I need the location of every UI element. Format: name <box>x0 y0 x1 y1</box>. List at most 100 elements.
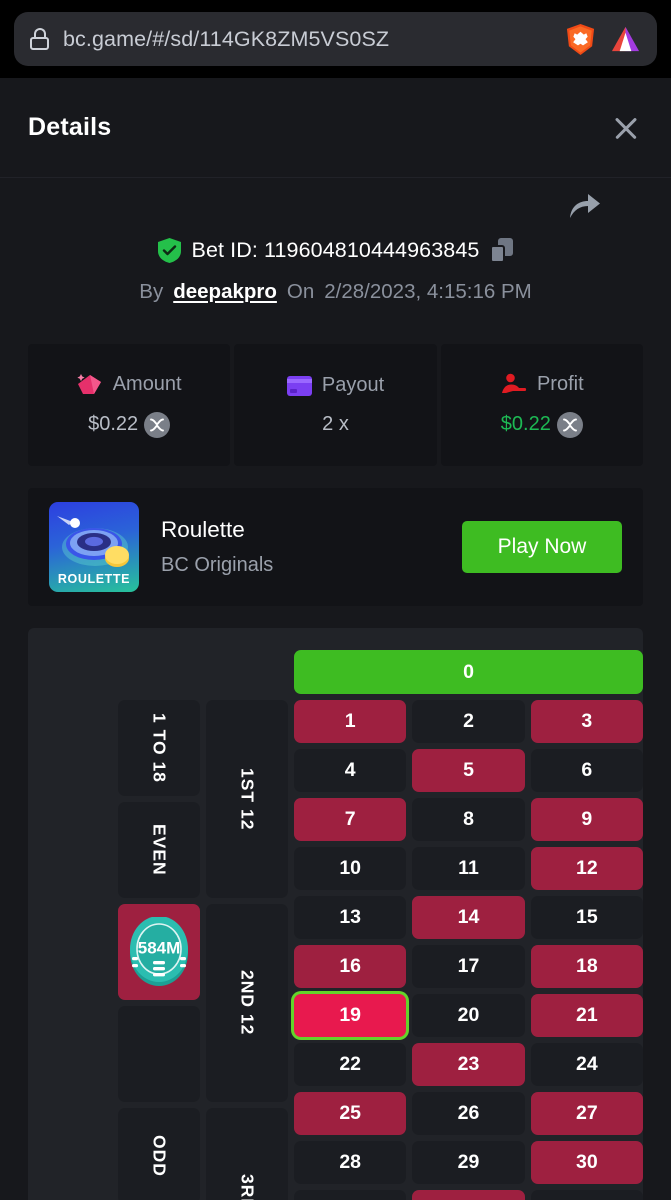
stat-value-row: 2 x <box>322 413 349 436</box>
number-grid: 1 2 3 4 5 6 7 8 9 10 11 12 13 14 15 16 17 18 19 20 21 22 23 24 2… <box>294 700 643 1200</box>
number-cell-27[interactable]: 27 <box>530 1092 643 1135</box>
casino-chip-icon: 584M <box>130 917 188 986</box>
bet-cell-2nd12[interactable]: 2ND 12 <box>206 904 288 1102</box>
number-cell-14[interactable]: 14 <box>412 896 525 939</box>
bet-cell-1to18[interactable]: 1 TO 18 <box>118 700 200 796</box>
bet-label: ODD <box>149 1135 170 1177</box>
share-row <box>28 178 643 234</box>
number-cell-6[interactable]: 6 <box>530 749 643 792</box>
numbers-column: 0 1 2 3 4 5 6 7 8 9 10 11 12 13 14 15 16 17 18 19 20 21 22 23 2… <box>294 650 643 1200</box>
number-cell-7[interactable]: 7 <box>294 798 407 841</box>
game-thumb-label: ROULETTE <box>57 572 131 586</box>
details-modal: Details Bet ID: 119604810444963845 <box>0 78 671 1200</box>
bet-label: 3RD 12 <box>237 1174 258 1200</box>
bet-label: 1 TO 18 <box>149 713 170 783</box>
number-cell-20[interactable]: 20 <box>412 994 525 1037</box>
card-icon <box>286 375 312 396</box>
bet-datetime: 2/28/2023, 4:15:16 PM <box>324 280 532 303</box>
copy-icon[interactable] <box>490 238 514 263</box>
play-now-button[interactable]: Play Now <box>462 521 622 573</box>
number-cell-30[interactable]: 30 <box>530 1141 643 1184</box>
browser-url-bar: bc.game/#/sd/114GK8ZM5VS0SZ <box>0 0 671 78</box>
number-cell-12[interactable]: 12 <box>530 847 643 890</box>
number-cell-28[interactable]: 28 <box>294 1141 407 1184</box>
number-cell-32[interactable]: 32 <box>412 1190 525 1200</box>
number-cell-23[interactable]: 23 <box>412 1043 525 1086</box>
brave-shield-lion-icon[interactable] <box>565 23 596 56</box>
bet-cell-1st12[interactable]: 1ST 12 <box>206 700 288 898</box>
number-cell-15[interactable]: 15 <box>530 896 643 939</box>
number-cell-5[interactable]: 5 <box>412 749 525 792</box>
number-cell-17[interactable]: 17 <box>412 945 525 988</box>
bet-id-row: Bet ID: 119604810444963845 <box>28 238 643 263</box>
number-cell-24[interactable]: 24 <box>530 1043 643 1086</box>
number-cell-18[interactable]: 18 <box>530 945 643 988</box>
profit-icon <box>501 373 527 393</box>
close-icon[interactable] <box>609 111 643 145</box>
bet-label: EVEN <box>149 824 170 876</box>
bet-cell-odd[interactable]: ODD <box>118 1108 200 1200</box>
roulette-board: 1 TO 18 EVEN <box>28 650 643 1200</box>
modal-body: Bet ID: 119604810444963845 By deepakpro … <box>0 178 671 1200</box>
stat-label: Payout <box>321 374 385 396</box>
number-cell-21[interactable]: 21 <box>530 994 643 1037</box>
bet-cell-3rd12[interactable]: 3RD 12 <box>206 1108 288 1200</box>
game-card[interactable]: ROULETTE Roulette BC Originals Play Now <box>28 488 643 606</box>
by-label: By <box>139 280 164 303</box>
number-cell-8[interactable]: 8 <box>412 798 525 841</box>
number-cell-11[interactable]: 11 <box>412 847 525 890</box>
stat-value-row: $0.22 <box>500 411 583 438</box>
url-text: bc.game/#/sd/114GK8ZM5VS0SZ <box>63 26 390 51</box>
number-cell-4[interactable]: 4 <box>294 749 407 792</box>
chip-amount: 584M <box>138 938 181 957</box>
bet-label: 2ND 12 <box>237 970 258 1036</box>
brave-logo-icon[interactable] <box>610 24 641 55</box>
dozens-column: 1ST 12 2ND 12 3RD 12 <box>206 650 288 1200</box>
game-provider: BC Originals <box>161 554 274 576</box>
stats-row: Amount $0.22 <box>28 344 643 466</box>
number-cell-9[interactable]: 9 <box>530 798 643 841</box>
number-cell-22[interactable]: 22 <box>294 1043 407 1086</box>
stat-value-row: $0.22 <box>88 411 171 438</box>
verified-shield-icon <box>157 238 181 263</box>
lock-icon <box>30 28 49 50</box>
game-thumbnail: ROULETTE <box>49 502 139 592</box>
page-title: Details <box>28 113 112 141</box>
game-name: Roulette <box>161 517 245 542</box>
outside-bets-column: 1 TO 18 EVEN <box>118 650 200 1200</box>
modal-header: Details <box>0 78 671 178</box>
number-cell-10[interactable]: 10 <box>294 847 407 890</box>
stat-card-profit: Profit $0.22 <box>440 344 643 466</box>
number-cell-31[interactable]: 31 <box>294 1190 407 1200</box>
number-cell-13[interactable]: 13 <box>294 896 407 939</box>
stat-head: Amount <box>77 373 182 396</box>
number-cell-33[interactable]: 33 <box>530 1190 643 1200</box>
number-cell-1[interactable]: 1 <box>294 700 407 743</box>
stat-card-payout: Payout 2 x <box>234 344 437 466</box>
number-cell-29[interactable]: 29 <box>412 1141 525 1184</box>
stat-value: $0.22 <box>88 413 139 435</box>
number-cell-25[interactable]: 25 <box>294 1092 407 1135</box>
number-cell-0[interactable]: 0 <box>294 650 643 694</box>
share-icon[interactable] <box>569 193 601 219</box>
bet-cell-black-with-chip[interactable]: 584M <box>118 904 200 1000</box>
number-cell-3[interactable]: 3 <box>530 700 643 743</box>
game-meta: Roulette BC Originals <box>161 517 440 577</box>
number-cell-19[interactable]: 19 <box>294 994 407 1037</box>
stat-value: $0.22 <box>500 413 551 435</box>
address-bar[interactable]: bc.game/#/sd/114GK8ZM5VS0SZ <box>14 12 657 66</box>
stat-label: Amount <box>112 372 182 395</box>
bet-byline: By deepakpro On 2/28/2023, 4:15:16 PM <box>28 280 643 304</box>
bet-label: 1ST 12 <box>237 767 258 831</box>
stat-card-amount: Amount $0.22 <box>28 344 231 466</box>
number-cell-26[interactable]: 26 <box>412 1092 525 1135</box>
stat-head: Payout <box>286 374 385 397</box>
bet-cell-empty[interactable] <box>118 1006 200 1102</box>
username-link[interactable]: deepakpro <box>173 280 277 303</box>
number-cell-2[interactable]: 2 <box>412 700 525 743</box>
bet-id-label: Bet ID: 119604810444963845 <box>191 238 480 262</box>
xrp-coin-icon <box>144 411 171 438</box>
number-cell-16[interactable]: 16 <box>294 945 407 988</box>
bet-cell-even[interactable]: EVEN <box>118 802 200 898</box>
